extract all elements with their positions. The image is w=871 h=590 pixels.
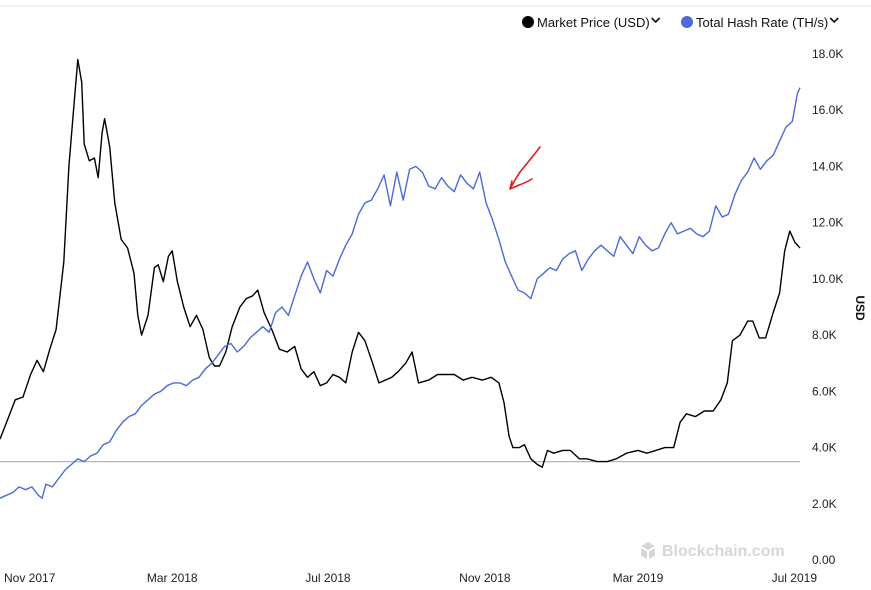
x-tick-label: Jul 2018 (305, 571, 351, 585)
series-line-0[interactable] (0, 58, 801, 468)
legend-item-1[interactable]: Total Hash Rate (TH/s) (681, 15, 839, 30)
y-tick-label: 8.0K (812, 328, 837, 342)
legend-marker-icon (681, 16, 693, 28)
legend-label: Market Price (USD) (537, 15, 650, 30)
x-axis: Nov 2017 Mar 2018 Jul 2018 Nov 2018 Mar 2019… (4, 571, 817, 585)
series-line-1[interactable] (0, 87, 801, 499)
watermark: Blockchain.com (641, 542, 785, 560)
y-tick-label: 18.0K (812, 47, 843, 61)
chevron-down-icon[interactable] (829, 17, 839, 24)
x-tick-label: Mar 2019 (613, 571, 664, 585)
x-tick-label: Nov 2018 (459, 571, 511, 585)
y-tick-label: 16.0K (812, 103, 843, 117)
y-tick-label: 6.0K (812, 384, 837, 398)
y-axis-title: USD (853, 295, 867, 321)
x-tick-label: Jul 2019 (772, 571, 818, 585)
y-tick-label: 10.0K (812, 272, 843, 286)
chevron-down-icon[interactable] (651, 17, 661, 24)
y-tick-label: 12.0K (812, 216, 843, 230)
watermark-text: Blockchain.com (662, 543, 785, 560)
y-tick-label: 0.00 (812, 553, 836, 567)
y-axis: 18.0K 16.0K 14.0K 12.0K 10.0K 8.0K 6.0K 4.0K 2.0… (812, 47, 843, 567)
plot-area (0, 5, 871, 499)
y-tick-label: 2.0K (812, 497, 837, 511)
legend-marker-icon (522, 16, 534, 28)
red-arrow-annotation (509, 146, 541, 190)
legend: Market Price (USD) Total Hash Rate (TH/s) (522, 15, 839, 30)
legend-item-0[interactable]: Market Price (USD) (522, 15, 661, 30)
legend-label: Total Hash Rate (TH/s) (696, 15, 828, 30)
x-tick-label: Mar 2018 (147, 571, 198, 585)
y-tick-label: 14.0K (812, 159, 843, 173)
y-tick-label: 4.0K (812, 441, 837, 455)
x-tick-label: Nov 2017 (4, 571, 56, 585)
blockchain-logo-icon (641, 542, 655, 559)
